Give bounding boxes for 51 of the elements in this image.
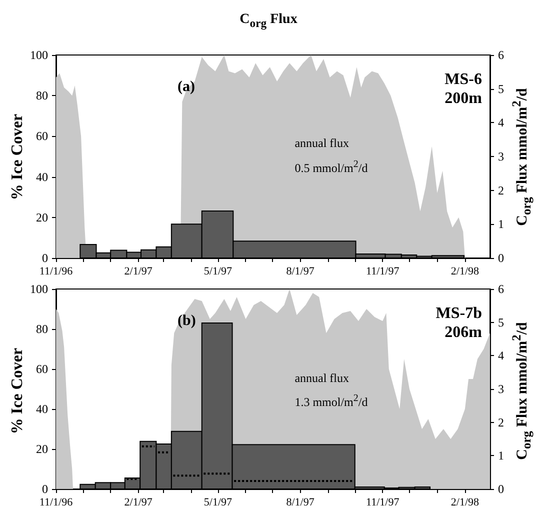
x-tick-label: 11/1/97: [366, 496, 400, 508]
y2-tick-label: 4: [498, 348, 504, 363]
annotation: (b): [178, 313, 196, 330]
annotation: 206m: [444, 324, 482, 342]
x-tick-label: 11/1/96: [39, 266, 74, 278]
annotation: 200m: [444, 90, 482, 108]
y-tick-label: 60: [36, 362, 48, 376]
y2-tick-label: 0: [498, 482, 504, 496]
y2-tick-label: 2: [498, 183, 504, 198]
y-tick-label: 40: [36, 170, 48, 184]
y-tick-label: 0: [42, 482, 48, 496]
x-tick-label: 2/1/97: [124, 496, 153, 508]
x-tick-label: 2/1/98: [450, 496, 480, 508]
x-tick-label: 11/1/96: [39, 496, 74, 508]
y-axis-title: % Ice Cover: [9, 348, 27, 434]
y-tick-label: 100: [30, 48, 48, 62]
y2-tick-label: 1: [498, 217, 504, 232]
chart-title: C$_{org}$ Flux: [238, 12, 298, 30]
x-tick-label: 5/1/97: [204, 266, 233, 278]
y2-tick-label: 5: [498, 315, 504, 330]
x-tick-label: 8/1/97: [286, 496, 315, 508]
x-tick-label: 11/1/97: [366, 266, 400, 278]
y-tick-label: 0: [42, 251, 48, 265]
x-tick-label: 2/1/98: [450, 266, 480, 278]
y2-tick-label: 3: [498, 150, 504, 164]
annotation: MS-7b: [436, 305, 482, 324]
annotation: 1.3 mmol/m$^{2}$/d: [294, 393, 368, 410]
x-tick-label: 2/1/97: [124, 266, 153, 278]
x-tick-label: 8/1/97: [286, 266, 315, 278]
y2-tick-label: 4: [498, 116, 504, 130]
y2-tick-label: 1: [498, 448, 504, 463]
y-tick-label: 20: [36, 442, 48, 456]
y-tick-label: 60: [36, 129, 48, 144]
annotation: (a): [178, 79, 196, 96]
annotation: annual flux: [294, 136, 350, 152]
annotation: MS-6: [444, 71, 482, 90]
annotation: 0.5 mmol/m$^{2}$/d: [294, 158, 368, 176]
y-tick-label: 80: [36, 88, 48, 103]
y-tick-label: 20: [36, 210, 48, 224]
y-tick-label: 80: [36, 322, 48, 336]
y2-tick-label: 0: [498, 251, 504, 265]
annotation: annual flux: [294, 370, 350, 386]
y2-tick-label: 2: [498, 415, 504, 430]
y-tick-label: 100: [30, 282, 48, 296]
y-tick-label: 40: [36, 402, 48, 416]
x-tick-label: 5/1/97: [204, 496, 233, 508]
y-axis-title: % Ice Cover: [9, 113, 27, 200]
y2-tick-label: 6: [498, 48, 504, 62]
y2-tick-label: 3: [498, 382, 504, 396]
y2-tick-label: 5: [498, 82, 504, 96]
y2-tick-label: 6: [498, 282, 504, 296]
